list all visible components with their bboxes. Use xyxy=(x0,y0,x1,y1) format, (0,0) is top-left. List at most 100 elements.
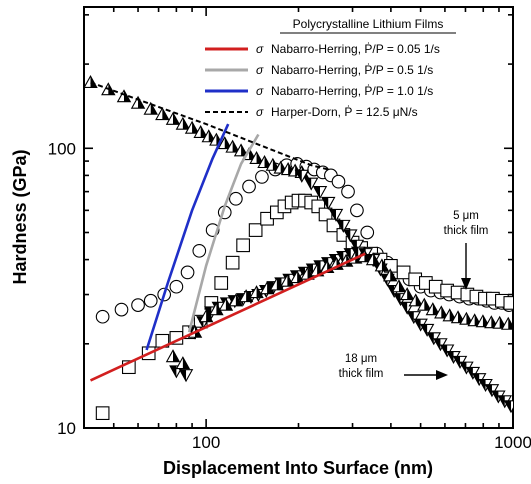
data-point-triangle-up xyxy=(365,252,381,266)
data-point-triangle-up xyxy=(459,311,474,325)
data-point-circle xyxy=(131,298,145,312)
data-point-circle xyxy=(192,243,207,258)
legend-entry-label: Nabarro-Herring, Ṗ/P = 0.05 1/s xyxy=(271,42,440,56)
data-point-triangle-down xyxy=(433,338,448,352)
legend-entry-label: Harper-Dorn, Ṗ = 12.5 μN/s xyxy=(271,105,418,119)
data-point-triangle-up xyxy=(492,315,507,329)
data-point-triangle-down xyxy=(349,239,365,253)
data-point-triangle-up xyxy=(233,143,249,157)
data-point-circle xyxy=(143,293,158,308)
data-point-triangle-up xyxy=(116,89,132,103)
data-point-triangle-down xyxy=(336,219,351,233)
data-point-circle xyxy=(95,309,110,324)
data-point-triangle-down xyxy=(178,369,194,383)
model-curves xyxy=(89,81,366,382)
data-point-square xyxy=(225,255,240,270)
data-point-circle xyxy=(114,302,129,317)
data-point-triangle-up xyxy=(155,107,170,121)
data-point-square xyxy=(95,406,110,421)
legend: Polycrystalline Lithium Films σ Nabarro-He… xyxy=(205,17,456,119)
data-point-triangle-down xyxy=(328,208,344,222)
data-point-triangle-up xyxy=(289,270,305,284)
data-point-triangle-up xyxy=(259,281,275,295)
data-point-triangle-up xyxy=(249,150,264,165)
data-point-square xyxy=(428,279,443,294)
data-point-circle xyxy=(180,265,195,280)
data-point-circle xyxy=(229,191,243,206)
data-point-triangle-up xyxy=(399,287,415,301)
data-point-circle xyxy=(360,225,375,240)
legend-entry-label: Nabarro-Herring, Ṗ/P = 1.0 1/s xyxy=(271,84,433,98)
data-point-triangle-down xyxy=(503,400,513,414)
axis-ticks xyxy=(83,7,514,429)
data-point-triangle-up xyxy=(467,313,482,327)
data-point-triangle-down xyxy=(343,229,358,243)
data-markers xyxy=(84,74,513,421)
annotation-18um-arrowhead xyxy=(436,370,448,380)
data-point-triangle-up xyxy=(374,258,390,272)
legend-entry-label: Nabarro-Herring, Ṗ/P = 0.5 1/s xyxy=(271,63,433,77)
x-tick-label: 100 xyxy=(192,433,220,452)
model-curve xyxy=(145,123,230,351)
y-tick-label: 10 xyxy=(57,419,76,438)
x-axis-title: Displacement Into Surface (nm) xyxy=(163,458,433,478)
annotation-5um-label: thick film xyxy=(444,225,489,237)
data-point-triangle-up xyxy=(225,139,240,153)
data-point-triangle-up xyxy=(408,293,423,307)
data-point-circle xyxy=(169,279,184,294)
legend-sigma: σ xyxy=(256,63,264,77)
data-point-triangle-up xyxy=(391,279,407,293)
data-point-triangle-up xyxy=(165,349,181,363)
data-point-triangle-down xyxy=(406,311,422,325)
data-point-triangle-up xyxy=(184,120,200,134)
model-curve xyxy=(90,81,329,171)
data-point-triangle-up xyxy=(249,285,264,299)
data-point-square xyxy=(236,238,250,253)
data-point-circle xyxy=(242,179,256,194)
data-point-triangle-down xyxy=(465,366,481,380)
data-point-circle xyxy=(331,174,346,189)
annotation-18um-label: 18 μm xyxy=(345,353,377,365)
data-point-triangle-up xyxy=(382,268,398,282)
data-point-triangle-down xyxy=(312,186,328,200)
data-point-triangle-down xyxy=(303,177,319,191)
data-point-circle xyxy=(341,184,355,199)
annotations: 5 μm thick film 18 μm thick film xyxy=(339,210,489,380)
data-point-triangle-up xyxy=(269,277,285,291)
data-point-triangle-up xyxy=(257,155,272,169)
data-point-triangle-up xyxy=(218,297,234,311)
data-point-triangle-up xyxy=(425,302,441,316)
data-point-square xyxy=(318,207,333,222)
model-curve xyxy=(89,252,366,382)
legend-sigma: σ xyxy=(256,84,264,98)
annotation-5um-arrowhead xyxy=(461,278,471,290)
data-point-triangle-down xyxy=(419,323,435,337)
annotation-18um-label: thick film xyxy=(339,368,384,380)
x-tick-label: 1000 xyxy=(494,433,531,452)
annotation-5um-label: 5 μm xyxy=(453,210,479,222)
data-point-triangle-up xyxy=(175,356,191,370)
data-point-triangle-up xyxy=(165,111,181,125)
legend-title: Polycrystalline Lithium Films xyxy=(293,17,444,31)
data-point-triangle-up xyxy=(193,124,208,138)
data-point-triangle-up xyxy=(501,316,513,330)
legend-sigma: σ xyxy=(256,105,264,119)
model-curve xyxy=(187,133,260,333)
data-point-circle xyxy=(350,203,364,218)
data-point-square xyxy=(214,276,229,290)
data-point-circle xyxy=(255,170,269,184)
data-point-triangle-up xyxy=(238,289,254,303)
data-point-square xyxy=(503,296,513,310)
y-axis-title: Hardness (GPa) xyxy=(10,149,30,284)
data-point-triangle-down xyxy=(484,384,500,398)
data-point-triangle-up xyxy=(84,74,98,89)
data-point-triangle-up xyxy=(209,302,224,316)
data-point-triangle-down xyxy=(321,196,336,210)
data-point-square xyxy=(248,223,263,237)
data-point-square xyxy=(396,265,411,280)
data-point-triangle-up xyxy=(280,273,295,287)
axis-tick-labels: 100 1000 10 100 xyxy=(48,139,531,452)
data-point-triangle-up xyxy=(198,309,214,323)
data-point-triangle-up xyxy=(217,136,232,150)
